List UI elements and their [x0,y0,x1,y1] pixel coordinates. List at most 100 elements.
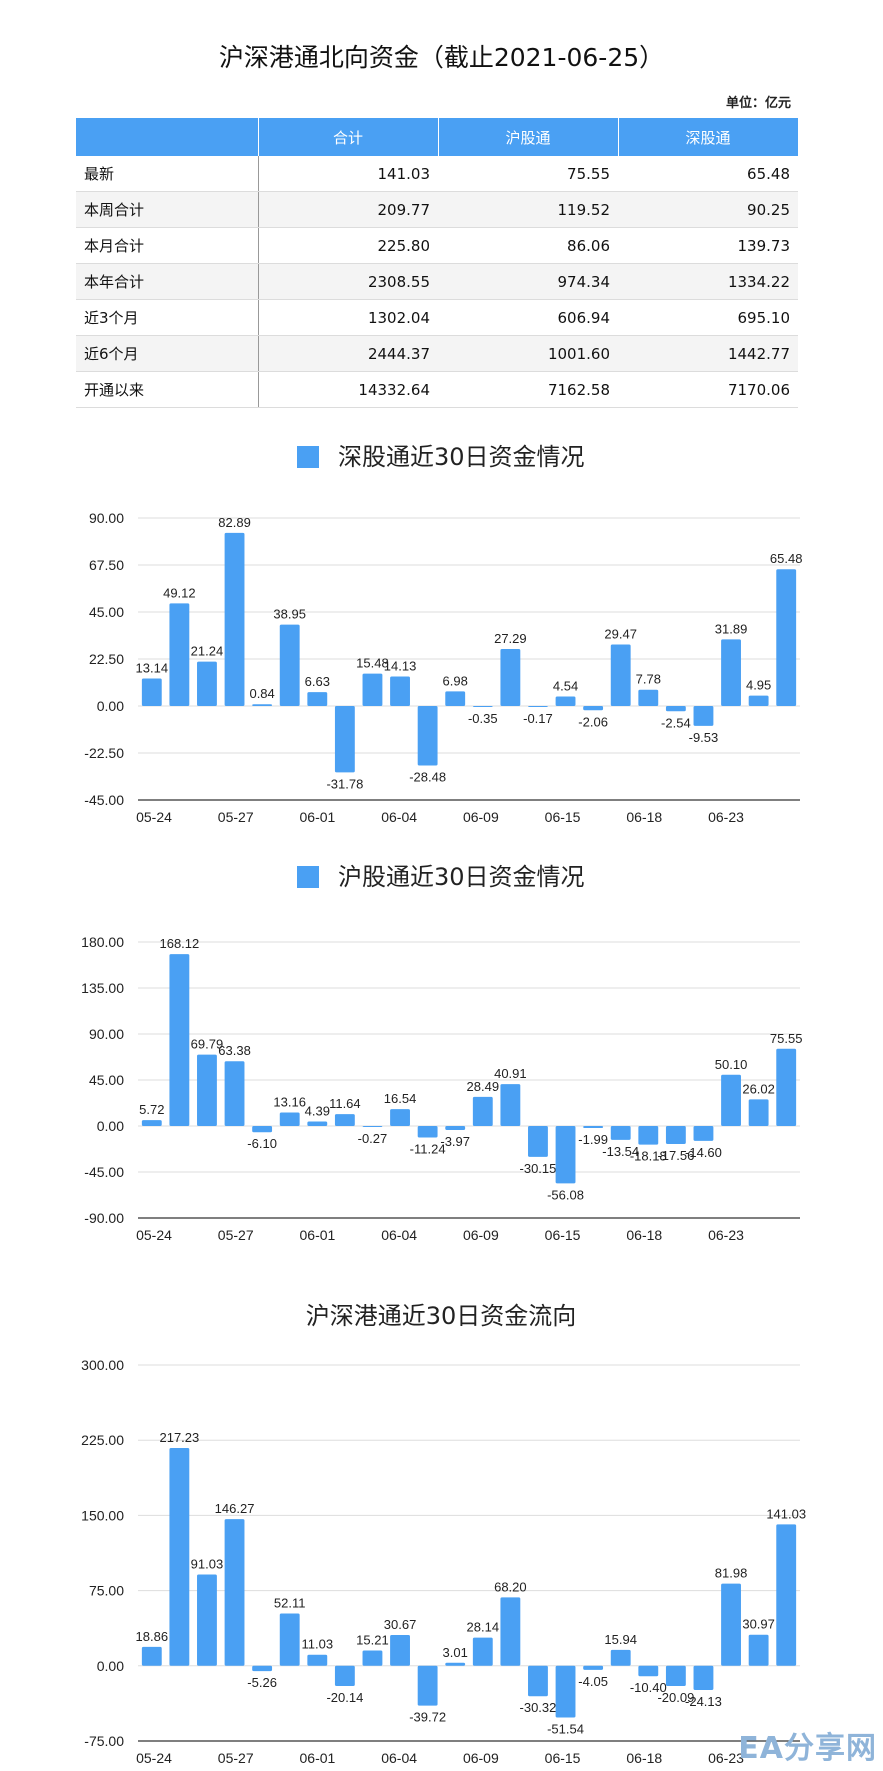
y-tick-label: -45.00 [84,792,124,808]
chart-title-group: 沪股通近30日资金情况 [297,863,585,891]
table-header-cell: 深股通 [618,118,799,156]
bar-data-label: 6.98 [443,673,468,688]
table-row: 本周合计 209.77 119.52 90.25 [76,191,798,228]
table-cell: 7162.58 [438,371,618,408]
table-cell: 139.73 [618,227,798,264]
x-tick-label: 05-27 [218,809,254,825]
bar-data-label: 11.03 [302,1637,334,1652]
bar-data-label: 11.64 [329,1096,361,1111]
bar-data-label: -10.40 [630,1680,667,1695]
bar [224,532,245,706]
x-tick-label: 06-23 [708,1750,744,1766]
table-row: 本年合计 2308.55 974.34 1334.22 [76,263,798,300]
y-tick-label: 75.00 [89,1583,124,1599]
bar [197,1054,217,1126]
bar [610,644,631,706]
y-tick-label: 45.00 [89,1072,124,1088]
bar [583,1665,604,1670]
y-tick-label: -90.00 [84,1210,124,1226]
x-tick-label: 06-04 [381,1750,417,1766]
bar [472,1096,493,1126]
bar [583,706,604,711]
summary-table: 合计 沪股通 深股通 最新 141.03 75.55 65.48 本周合计 209.77 1… [76,118,799,408]
bar-data-label: -3.97 [440,1134,470,1149]
x-tick-label: 05-27 [218,1750,254,1766]
bar-data-label: 15.48 [356,656,389,671]
table-cell: 141.03 [258,156,438,192]
x-tick-label: 06-09 [463,1750,499,1766]
bar [252,1665,273,1672]
bar-data-label: 69.79 [191,1037,224,1052]
chart-title: 沪股通近30日资金情况 [338,863,585,891]
bar-data-label: 40.91 [494,1066,527,1081]
bar [141,678,162,706]
bar-data-label: -18.18 [630,1149,667,1164]
chart-title-group: 深股通近30日资金情况 [297,443,585,471]
bar-data-label: 65.48 [770,551,803,566]
y-tick-label: 225.00 [81,1432,124,1448]
table-cell: 695.10 [618,299,798,336]
bar [528,1126,548,1157]
x-tick-label: 06-23 [708,1227,744,1243]
table-cell: 225.80 [258,227,438,264]
bar-data-label: 18.86 [136,1629,169,1644]
table-cell: 1302.04 [258,299,438,336]
bar-data-label: -17.56 [657,1148,694,1163]
bar-data-label: 13.14 [136,661,169,676]
table-header-cell [76,118,259,156]
table-cell: 606.94 [438,299,618,336]
bar-data-label: 91.03 [191,1557,224,1572]
unit-label: 单位：亿元 [725,96,791,111]
bar-data-label: 31.89 [715,621,748,636]
bar-data-label: 29.47 [604,626,637,641]
bar-data-label: 81.98 [715,1566,748,1581]
bar-data-label: 13.16 [273,1095,306,1110]
bar-data-label: 6.63 [305,674,330,689]
bar [334,1114,355,1126]
table-row: 近3个月 1302.04 606.94 695.10 [76,299,798,336]
y-tick-label: 180.00 [81,934,124,950]
x-tick-label: 06-18 [626,1227,662,1243]
x-tick-label: 06-09 [463,809,499,825]
table-cell: 2308.55 [258,263,438,300]
bar [224,1519,245,1666]
y-tick-label: 0.00 [97,698,124,714]
bar [776,1048,797,1126]
bar-data-label: -0.35 [468,711,498,726]
bar-data-label: 30.97 [742,1617,775,1632]
row-label: 近6个月 [76,335,259,372]
bar [500,1084,521,1126]
x-tick-label: 06-09 [463,1227,499,1243]
bar [445,1126,466,1131]
bar [638,1126,659,1145]
chart-title-group: 沪深港通近30日资金流向 [306,1302,577,1330]
x-tick-label: 06-01 [300,809,336,825]
bar [197,1574,217,1666]
bar-data-label: 7.78 [636,672,661,687]
x-tick-label: 06-15 [545,1227,581,1243]
y-tick-label: -75.00 [84,1733,124,1749]
bar-data-label: -6.10 [247,1136,277,1151]
bar-data-label: -51.54 [547,1721,584,1736]
chart-title: 沪深港通近30日资金流向 [306,1302,577,1330]
bar-data-label: 27.29 [494,631,527,646]
bar [721,1583,741,1666]
bar-data-label: 146.27 [215,1501,255,1516]
bar [721,1074,741,1126]
chart-northbound-total: 沪深港通近30日资金流向 300.00 225.00 150.00 75.00 0.00 -… [81,1302,806,1766]
bar-data-label: 82.89 [218,515,251,530]
bar [693,706,714,726]
bar [748,1634,769,1666]
bar-data-label: 21.24 [191,644,224,659]
bar-data-label: 4.95 [746,678,771,693]
y-tick-label: 135.00 [81,980,124,996]
bar [748,1099,769,1126]
bar-data-label: -20.14 [326,1690,363,1705]
table-cell: 14332.64 [258,371,438,408]
bar [279,1112,300,1126]
x-tick-label: 06-23 [708,809,744,825]
bar [334,706,355,773]
y-tick-label: 90.00 [89,510,124,526]
bar [224,1061,245,1126]
watermark-logo: EA分享网 [738,1731,877,1766]
